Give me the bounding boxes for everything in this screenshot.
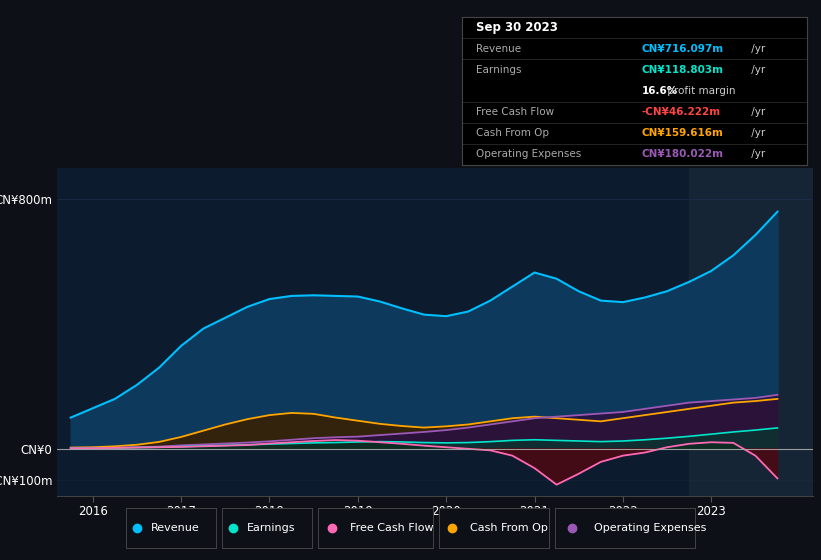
Text: /yr: /yr	[748, 128, 765, 138]
Text: Earnings: Earnings	[247, 523, 296, 533]
Text: Operating Expenses: Operating Expenses	[594, 523, 707, 533]
Text: Sep 30 2023: Sep 30 2023	[476, 21, 557, 34]
Text: CN¥180.022m: CN¥180.022m	[641, 150, 723, 160]
Text: CN¥118.803m: CN¥118.803m	[641, 65, 723, 75]
Text: -CN¥46.222m: -CN¥46.222m	[641, 107, 721, 117]
Text: /yr: /yr	[748, 44, 765, 54]
Text: CN¥716.097m: CN¥716.097m	[641, 44, 723, 54]
Text: profit margin: profit margin	[664, 86, 736, 96]
Text: Revenue: Revenue	[151, 523, 200, 533]
Text: Cash From Op: Cash From Op	[470, 523, 548, 533]
Text: /yr: /yr	[748, 65, 765, 75]
Bar	[689, 168, 821, 496]
Text: Operating Expenses: Operating Expenses	[476, 150, 581, 160]
Text: Cash From Op: Cash From Op	[476, 128, 548, 138]
Text: /yr: /yr	[748, 107, 765, 117]
Text: Revenue: Revenue	[476, 44, 521, 54]
Text: CN¥159.616m: CN¥159.616m	[641, 128, 723, 138]
Text: /yr: /yr	[748, 150, 765, 160]
Text: Free Cash Flow: Free Cash Flow	[476, 107, 554, 117]
Text: Earnings: Earnings	[476, 65, 521, 75]
Text: 16.6%: 16.6%	[641, 86, 677, 96]
Text: Free Cash Flow: Free Cash Flow	[351, 523, 433, 533]
